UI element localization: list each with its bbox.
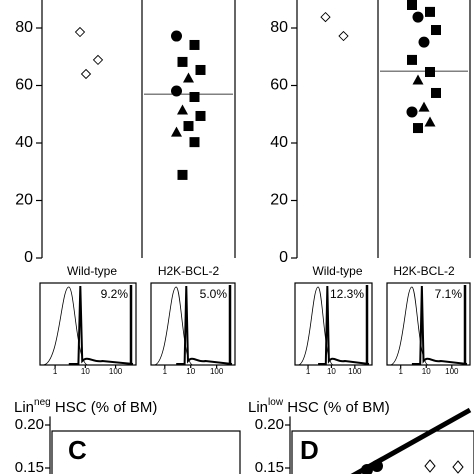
point	[171, 30, 182, 42]
inset-tick-label: 1	[53, 367, 58, 376]
point	[177, 169, 188, 180]
y-tick-label: 0.15	[255, 459, 284, 474]
inset-tick-label: 100	[348, 367, 362, 376]
histogram-curve	[68, 285, 134, 365]
point	[412, 74, 424, 85]
point	[412, 11, 424, 23]
title-part: Lin	[248, 399, 268, 416]
x-tick-label: H2K-BCL-2	[158, 264, 220, 278]
inset-annotation: 7.1%	[435, 287, 463, 301]
inset-tick-label: 100	[445, 367, 459, 376]
x-tick-label: Wild-type	[312, 264, 362, 278]
y-tick-label: 0.15	[15, 459, 44, 474]
panel-label: C	[68, 435, 87, 465]
chart-title: Linlow HSC (% of BM)	[248, 397, 390, 416]
point	[371, 460, 383, 472]
inset-tick-label: 10	[422, 367, 431, 376]
y-tick-label: 80	[15, 19, 33, 36]
point	[189, 92, 200, 102]
point	[431, 25, 441, 36]
point	[407, 54, 417, 65]
title-part: low	[268, 397, 284, 408]
inset-tick-label: 100	[109, 367, 123, 376]
y-tick-label: 0	[24, 249, 33, 266]
histogram-curve	[318, 285, 370, 365]
y-tick-label: 40	[15, 134, 33, 151]
point	[452, 460, 464, 474]
y-tick-label: 20	[15, 192, 33, 209]
inset-tick-label: 1	[306, 367, 311, 376]
chart-title: Linneg HSC (% of BM)	[14, 397, 157, 416]
y-tick-label: 0.20	[255, 416, 284, 433]
point	[189, 137, 200, 148]
inset-annotation: 5.0%	[200, 287, 228, 301]
point	[418, 36, 430, 48]
point	[406, 106, 418, 118]
plot-frame	[51, 430, 241, 474]
y-tick-label: 80	[270, 19, 288, 36]
y-tick-label: 0	[279, 249, 288, 266]
title-part: Lin	[14, 399, 34, 416]
point	[171, 126, 182, 137]
point	[195, 110, 206, 121]
point	[74, 26, 86, 38]
panel-label: D	[300, 435, 319, 465]
point	[320, 11, 331, 23]
point	[424, 459, 436, 473]
point	[195, 64, 206, 75]
point	[171, 85, 182, 97]
point	[425, 66, 435, 77]
point	[418, 101, 430, 112]
point	[183, 72, 194, 83]
point	[413, 123, 423, 134]
y-tick-label: 40	[270, 134, 288, 151]
point	[183, 121, 194, 132]
y-tick-label: 60	[15, 77, 33, 94]
y-tick-label: 60	[270, 77, 288, 94]
point	[425, 6, 435, 17]
title-part: HSC (% of BM)	[283, 399, 390, 416]
point	[177, 56, 188, 67]
point	[424, 116, 436, 127]
inset-tick-label: 1	[398, 367, 403, 376]
inset-annotation: 9.2%	[101, 287, 129, 301]
title-part: neg	[34, 397, 51, 408]
histogram-curve	[411, 285, 468, 365]
point	[407, 0, 417, 10]
plot-frame	[291, 430, 474, 474]
point	[80, 68, 92, 80]
inset-tick-label: 10	[186, 367, 195, 376]
y-tick-label: 20	[270, 192, 288, 209]
point	[189, 39, 200, 50]
y-tick-label: 0.20	[15, 416, 44, 433]
x-tick-label: Wild-type	[67, 264, 117, 278]
inset-tick-label: 10	[81, 367, 90, 376]
inset-tick-label: 10	[327, 367, 336, 376]
point	[361, 464, 373, 474]
point	[431, 87, 441, 98]
inset-annotation: 12.3%	[330, 287, 364, 301]
histogram-curve	[176, 285, 233, 365]
fit-line	[350, 407, 472, 474]
x-tick-label: H2K-BCL-2	[393, 264, 455, 278]
point	[92, 54, 104, 66]
point	[338, 30, 349, 42]
inset-tick-label: 100	[210, 367, 224, 376]
inset-tick-label: 1	[163, 367, 168, 376]
title-part: HSC (% of BM)	[51, 399, 158, 416]
point	[177, 104, 188, 115]
